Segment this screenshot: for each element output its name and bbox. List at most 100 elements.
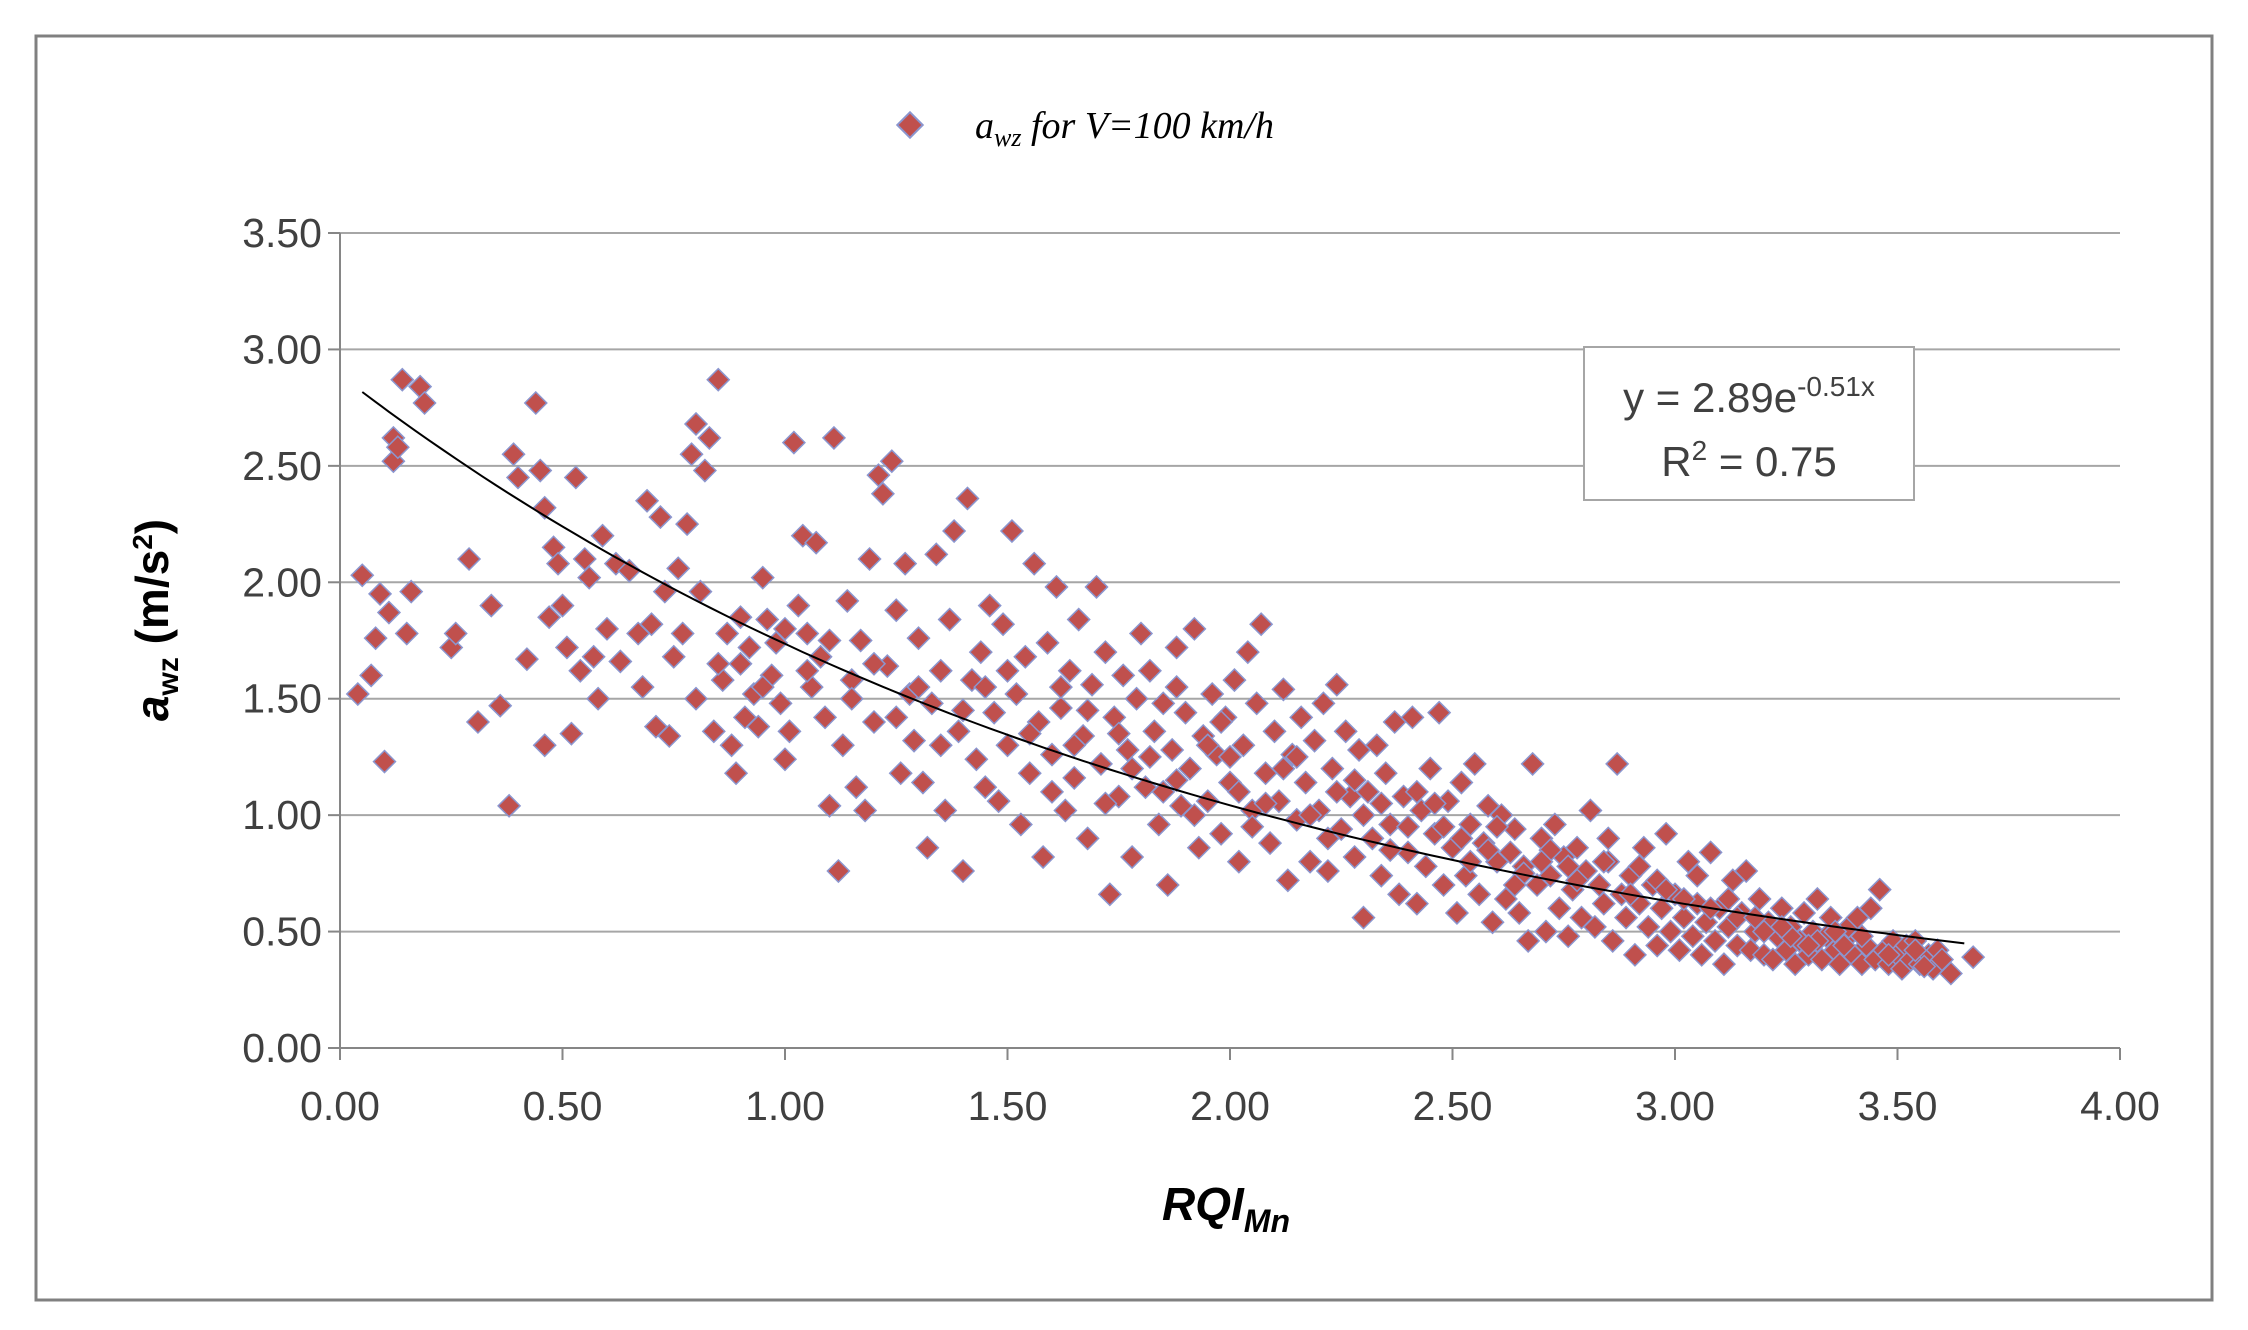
data-point — [715, 621, 740, 646]
data-point — [1578, 798, 1603, 823]
data-point — [1035, 630, 1060, 655]
data-point — [999, 518, 1025, 544]
data-point — [1017, 721, 1042, 746]
data-point — [1667, 938, 1692, 963]
data-point — [1315, 858, 1340, 884]
data-point — [1422, 791, 1447, 816]
data-point — [1529, 849, 1554, 874]
data-point — [755, 607, 780, 632]
data-point — [1053, 798, 1078, 823]
data-point — [1467, 882, 1492, 907]
data-point — [1387, 882, 1412, 907]
data-point — [1364, 733, 1389, 758]
data-point — [1048, 695, 1073, 721]
data-point — [1613, 905, 1639, 930]
data-point — [1013, 644, 1038, 669]
data-point — [1431, 814, 1456, 839]
data-point — [1311, 691, 1336, 716]
data-point — [1244, 691, 1269, 716]
data-point — [1062, 733, 1087, 758]
data-point — [1631, 835, 1656, 860]
data-point — [1556, 924, 1581, 949]
data-point — [1177, 756, 1203, 781]
data-point — [928, 658, 953, 683]
data-point — [844, 775, 869, 800]
y-tick-label: 0.50 — [242, 909, 322, 955]
data-point — [924, 542, 949, 567]
y-tick-label: 3.00 — [242, 326, 322, 372]
data-point — [839, 686, 864, 711]
data-point — [728, 605, 753, 630]
data-point — [1137, 658, 1162, 683]
data-point — [915, 835, 940, 860]
x-tick-label: 3.00 — [1635, 1083, 1715, 1129]
data-point — [1128, 621, 1154, 646]
data-point — [670, 621, 695, 646]
x-tick-label: 1.50 — [968, 1083, 1048, 1129]
data-point — [910, 770, 936, 795]
data-point — [1262, 719, 1287, 744]
data-point — [1427, 700, 1452, 725]
data-point — [1747, 886, 1772, 912]
trendline-r-squared: R2 = 0.75 — [1661, 435, 1837, 485]
data-point — [750, 675, 775, 700]
data-point — [1373, 761, 1398, 786]
data-point — [1867, 877, 1892, 902]
data-point — [1182, 616, 1207, 641]
data-point — [866, 463, 891, 488]
data-point — [1257, 831, 1283, 856]
data-point — [1075, 826, 1100, 851]
data-point — [1235, 640, 1260, 665]
data-point — [835, 588, 860, 613]
data-point — [1462, 751, 1487, 776]
data-point — [594, 616, 620, 641]
data-point — [1858, 896, 1883, 921]
data-point — [830, 733, 855, 758]
data-point — [1654, 821, 1679, 846]
data-point — [1689, 942, 1714, 967]
data-point — [683, 411, 709, 437]
data-point — [901, 728, 927, 753]
data-point — [666, 556, 691, 581]
data-point — [1249, 612, 1274, 637]
data-point — [367, 581, 393, 606]
data-point — [350, 563, 375, 588]
data-point — [1031, 844, 1056, 870]
data-point — [1298, 849, 1323, 874]
data-point — [634, 488, 660, 513]
data-point — [1324, 672, 1349, 697]
data-point — [1476, 838, 1501, 863]
data-point — [443, 621, 468, 646]
data-point — [1658, 919, 1683, 944]
data-point — [1556, 854, 1581, 879]
data-point — [1596, 826, 1621, 851]
data-point — [1106, 721, 1131, 746]
data-point — [376, 600, 402, 625]
data-point — [942, 518, 967, 544]
data-point — [973, 675, 998, 700]
data-point — [1022, 551, 1047, 576]
data-point — [772, 747, 798, 772]
x-tick-label: 1.00 — [745, 1083, 825, 1129]
data-point — [1395, 814, 1421, 839]
data-point — [1111, 663, 1136, 688]
data-point — [817, 793, 842, 818]
data-point — [1680, 924, 1705, 949]
data-point — [1502, 872, 1527, 898]
data-point — [1271, 677, 1296, 702]
data-point — [1565, 835, 1590, 860]
data-point — [465, 709, 491, 735]
data-point — [1791, 900, 1817, 926]
data-point — [1124, 686, 1149, 711]
data-point — [528, 458, 553, 483]
data-point — [617, 558, 642, 583]
data-point — [1275, 868, 1300, 893]
data-point — [826, 858, 851, 884]
data-point — [857, 546, 882, 572]
x-tick-label: 2.00 — [1190, 1083, 1270, 1129]
x-axis-title: RQIMn — [1162, 1178, 1290, 1239]
data-point — [563, 465, 588, 490]
data-points — [345, 367, 1986, 986]
data-point — [973, 775, 998, 800]
data-point — [1418, 756, 1443, 781]
